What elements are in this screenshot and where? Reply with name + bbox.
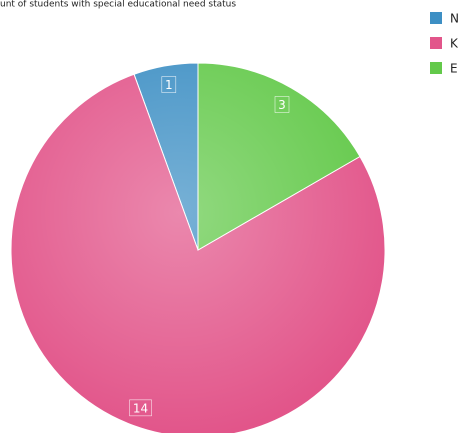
- data-label: 3: [278, 98, 286, 112]
- legend-label: N: [450, 12, 459, 26]
- data-label: 1: [165, 78, 173, 92]
- legend-swatch: [430, 37, 442, 49]
- legend-label: K: [450, 37, 459, 51]
- legend-swatch: [430, 12, 442, 24]
- chart-title: unt of students with special educational…: [0, 0, 236, 10]
- legend-swatch: [430, 62, 442, 74]
- legend-label: E: [450, 62, 458, 76]
- data-label: 14: [133, 401, 148, 415]
